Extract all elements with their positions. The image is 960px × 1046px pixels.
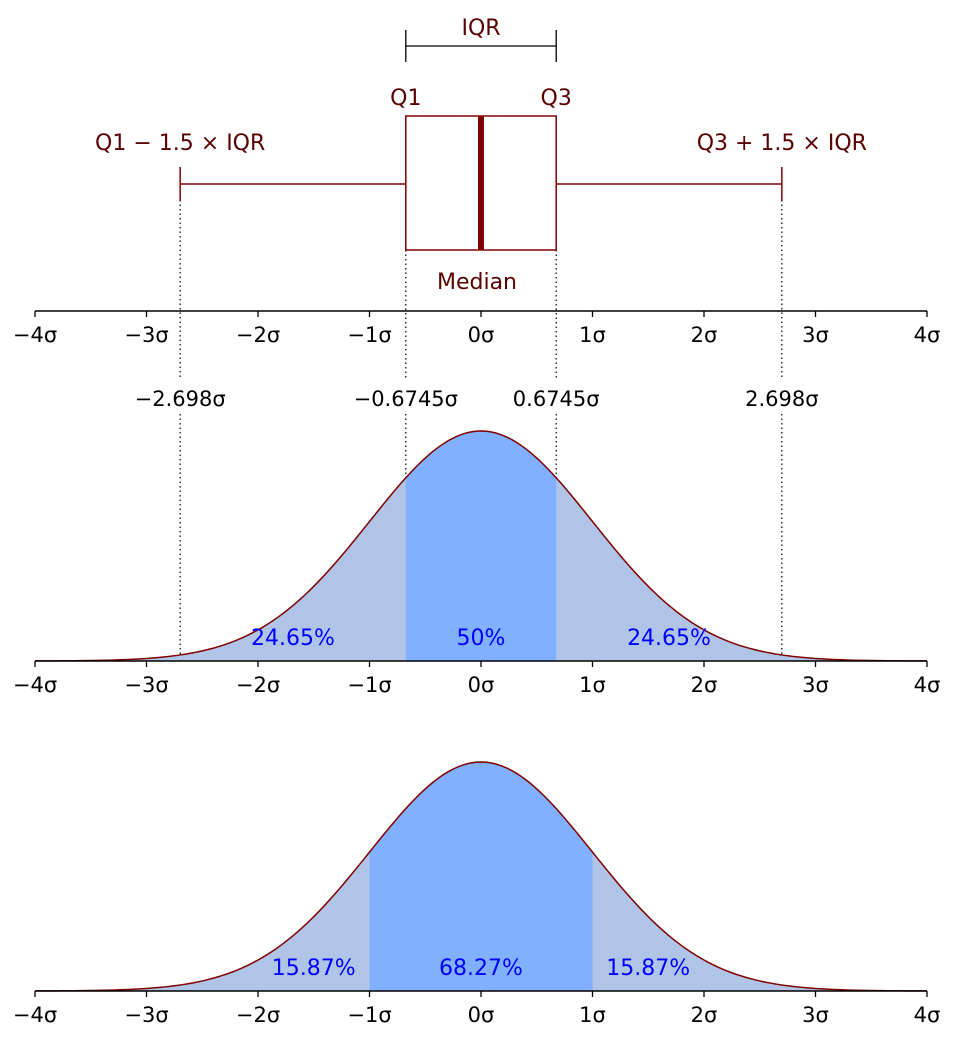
quantile-marker-label: −0.6745σ <box>354 387 458 411</box>
pdf-sigma-tick-label: −2σ <box>236 1003 280 1027</box>
median-label: Median <box>437 270 517 295</box>
pdf-sigma-tick-label: 4σ <box>914 1003 941 1027</box>
pdf-iqr-tick-label: −3σ <box>124 673 168 697</box>
pdf-sigma-tick-label: 0σ <box>468 1003 495 1027</box>
lower-fence-label: Q1 − 1.5 × IQR <box>95 131 265 156</box>
pdf-sigma-region-label: 68.27% <box>439 956 523 981</box>
pdf-sigma-tick-label: 2σ <box>691 1003 718 1027</box>
pdf-iqr-region-label: 50% <box>457 626 506 651</box>
box-axis-tick-label: 2σ <box>691 323 718 347</box>
pdf-iqr-tick-label: 3σ <box>802 673 829 697</box>
quantile-marker-label: 2.698σ <box>745 387 818 411</box>
pdf-iqr-region-label: 24.65% <box>627 626 711 651</box>
iqr-label: IQR <box>461 16 500 41</box>
pdf-sigma-tick-label: −3σ <box>124 1003 168 1027</box>
box-axis-tick-label: −3σ <box>124 323 168 347</box>
box-axis-tick-label: −4σ <box>13 323 57 347</box>
marker-label-bg <box>353 380 458 412</box>
q3-label: Q3 <box>541 86 572 111</box>
upper-fence-label: Q3 + 1.5 × IQR <box>697 131 867 156</box>
pdf-iqr-region-label: 24.65% <box>251 626 335 651</box>
box-axis-tick-label: −2σ <box>236 323 280 347</box>
pdf-iqr-tick-label: −1σ <box>347 673 391 697</box>
box-axis-tick-label: −1σ <box>347 323 391 347</box>
box-axis-tick-label: 0σ <box>468 323 495 347</box>
marker-label-bg <box>128 380 233 412</box>
pdf-iqr-tick-label: −4σ <box>13 673 57 697</box>
pdf-sigma-tick-label: 3σ <box>802 1003 829 1027</box>
pdf-iqr-tick-label: 1σ <box>579 673 606 697</box>
pdf-sigma-tick-label: −1σ <box>347 1003 391 1027</box>
quantile-marker-label: 0.6745σ <box>513 387 600 411</box>
pdf-iqr-tick-label: 0σ <box>468 673 495 697</box>
pdf-sigma-density-curve <box>34 761 928 992</box>
pdf-sigma-region-label: 15.87% <box>606 956 690 981</box>
pdf-iqr-highlight-area <box>405 431 557 661</box>
pdf-sigma-region-label: 15.87% <box>272 956 356 981</box>
box-axis-tick-label: 1σ <box>579 323 606 347</box>
pdf-iqr-tick-label: −2σ <box>236 673 280 697</box>
box-axis-tick-label: 4σ <box>914 323 941 347</box>
pdf-sigma-tick-label: 1σ <box>579 1003 606 1027</box>
pdf-sigma-highlight-area <box>369 762 593 991</box>
pdf-iqr-density-curve <box>34 430 928 662</box>
quantile-marker-label: −2.698σ <box>135 387 226 411</box>
box-axis-tick-label: 3σ <box>802 323 829 347</box>
pdf-iqr-tick-label: 4σ <box>914 673 941 697</box>
marker-label-bg <box>504 380 609 412</box>
pdf-sigma-tick-label: −4σ <box>13 1003 57 1027</box>
marker-label-bg <box>729 380 834 412</box>
pdf-iqr-tick-label: 2σ <box>691 673 718 697</box>
q1-label: Q1 <box>390 86 421 111</box>
